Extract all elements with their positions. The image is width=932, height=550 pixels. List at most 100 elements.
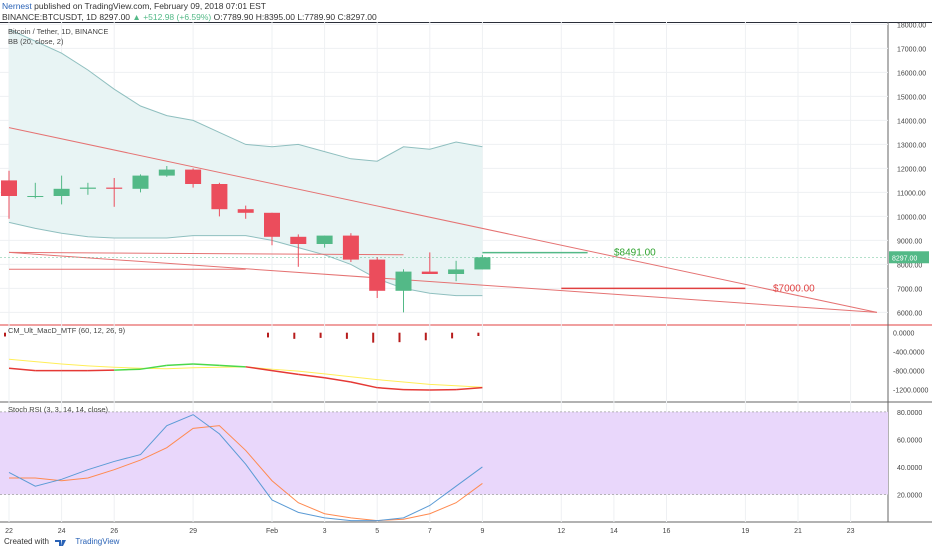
close-label: C: xyxy=(337,12,347,22)
price-tick-label: 13000.00 xyxy=(897,142,926,149)
price-tick-label: 6000.00 xyxy=(897,310,922,317)
time-tick-label: 26 xyxy=(110,528,118,535)
chart-title: Bitcoin / Tether, 1D, BINANCE xyxy=(8,27,108,36)
macd-line-segment xyxy=(271,369,299,376)
tradingview-logo-icon xyxy=(55,539,67,546)
macd-line-segment xyxy=(114,368,141,371)
time-tick-label: 9 xyxy=(480,528,484,535)
candle-body xyxy=(1,180,17,196)
macd-line-segment xyxy=(8,367,36,372)
annotation-8491: $8491.00 xyxy=(614,248,656,259)
last-price-axis-label: 8297.00 xyxy=(892,255,917,262)
author-link[interactable]: Nernest xyxy=(2,1,32,11)
candle-body xyxy=(421,271,438,274)
macd-line-segment xyxy=(456,386,483,391)
macd-line-segment xyxy=(298,373,325,379)
stoch-rsi-k-line xyxy=(8,414,483,522)
macd-pane xyxy=(4,332,483,391)
time-tick-label: 29 xyxy=(189,528,197,535)
candle-body xyxy=(53,188,70,196)
stoch-rsi-tick-label: 60.0000 xyxy=(897,437,922,444)
candle-body xyxy=(448,269,465,274)
price-tick-label: 7000.00 xyxy=(897,286,922,293)
chart-area[interactable]: $8491.00 $7000.00 18000.00 17000.00 16000.0… xyxy=(0,22,932,542)
time-tick-label: 22 xyxy=(5,528,13,535)
price-tick-label: 9000.00 xyxy=(897,238,922,245)
macd-line-segment xyxy=(140,364,167,370)
last-price-tag xyxy=(889,251,929,264)
stoch-rsi-tick-label: 20.0000 xyxy=(897,492,922,499)
created-with-text: Created with xyxy=(4,537,49,546)
time-axis: 22 24 26 29 Feb 3 5 7 9 12 14 16 19 21 23 xyxy=(5,528,854,535)
price-tick-label: 16000.00 xyxy=(897,70,926,77)
price-tick-label: 14000.00 xyxy=(897,118,926,125)
symbol-label: BINANCE:BTCUSDT, 1D xyxy=(2,12,97,22)
price-tick-label: 17000.00 xyxy=(897,46,926,53)
macd-tick-label: -400.0000 xyxy=(893,350,925,357)
candle-body xyxy=(316,235,333,244)
time-tick-label: 16 xyxy=(663,528,671,535)
time-tick-label: 12 xyxy=(557,528,565,535)
high-label: H: xyxy=(255,12,265,22)
header-divider xyxy=(0,22,932,23)
price-axis: 18000.00 17000.00 16000.00 15000.00 14000.00… xyxy=(889,22,929,499)
time-tick-label: 23 xyxy=(847,528,855,535)
candle-body xyxy=(395,271,412,291)
stoch-rsi-d-line xyxy=(9,425,483,522)
price-change: ▲ +512.98 (+6.59%) xyxy=(132,12,212,22)
open-label: O: xyxy=(213,12,223,22)
macd-tick-label: -800.0000 xyxy=(893,369,925,376)
publish-text: published on TradingView.com, February 0… xyxy=(34,1,266,11)
high-value: 8395.00 xyxy=(264,12,295,22)
stoch-rsi-indicator-label: Stoch RSI (3, 3, 14, 14, close) xyxy=(8,405,109,414)
publish-info: Nernest published on TradingView.com, Fe… xyxy=(2,1,266,11)
candle-body xyxy=(79,187,96,189)
candle-body xyxy=(132,175,149,189)
candle-body xyxy=(237,209,254,213)
stoch-rsi-tick-label: 80.0000 xyxy=(897,410,922,417)
candle-body xyxy=(342,235,359,260)
macd-line-segment xyxy=(219,364,246,368)
stoch-rsi-band xyxy=(0,411,888,495)
macd-line-segment xyxy=(245,366,273,372)
tradingview-brand[interactable]: TradingView xyxy=(75,537,120,546)
candle-body xyxy=(290,236,307,244)
footer: Created with TradingView xyxy=(4,537,119,546)
annotation-7000: $7000.00 xyxy=(773,283,815,294)
candle-body xyxy=(369,259,386,291)
candle-body xyxy=(27,196,44,197)
candle-body xyxy=(211,184,228,210)
price-tick-label: 8000.00 xyxy=(897,262,922,269)
time-tick-label: Feb xyxy=(266,528,278,535)
price-tick-label: 10000.00 xyxy=(897,214,926,221)
macd-indicator-label: CM_Ult_MacD_MTF (60, 12, 26, 9) xyxy=(8,326,126,335)
bb-indicator-label: BB (20, close, 2) xyxy=(8,37,64,46)
stoch-rsi-tick-label: 40.0000 xyxy=(897,465,922,472)
macd-line-segment xyxy=(166,363,194,367)
macd-line-segment xyxy=(193,363,220,367)
time-tick-label: 21 xyxy=(794,528,802,535)
trend-line xyxy=(8,251,877,313)
price-tick-label: 12000.00 xyxy=(897,166,926,173)
macd-line-segment xyxy=(350,381,378,389)
trend-line xyxy=(8,251,404,256)
price-pane: $8491.00 $7000.00 xyxy=(0,28,888,313)
time-tick-label: 19 xyxy=(742,528,750,535)
candle-body xyxy=(264,212,280,237)
price-tick-label: 11000.00 xyxy=(897,190,926,197)
time-tick-label: 24 xyxy=(58,528,66,535)
price-tick-label: 15000.00 xyxy=(897,94,926,101)
time-tick-label: 14 xyxy=(610,528,618,535)
trend-line xyxy=(8,127,878,313)
candle-body xyxy=(185,169,202,184)
bb-fill xyxy=(9,29,483,296)
candle-body xyxy=(158,169,175,176)
time-tick-label: 3 xyxy=(323,528,327,535)
bb-upper-line xyxy=(8,28,483,162)
macd-line-segment xyxy=(377,386,404,391)
macd-tick-label: 0.0000 xyxy=(893,331,915,338)
low-value: 7789.90 xyxy=(304,12,336,22)
low-label: L: xyxy=(297,12,305,22)
macd-tick-label: -1200.0000 xyxy=(893,388,929,395)
candle-body xyxy=(474,257,491,270)
